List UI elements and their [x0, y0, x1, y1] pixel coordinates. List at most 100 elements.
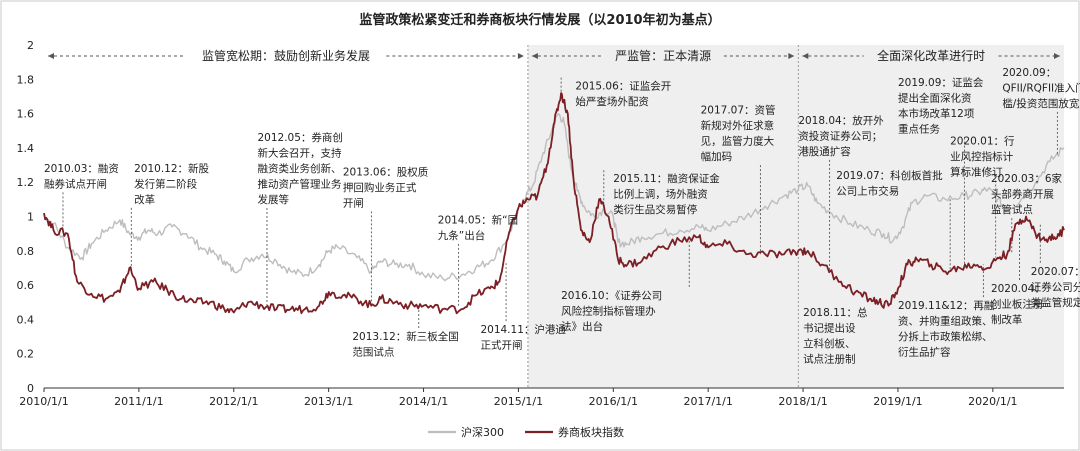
- annotation-text-1-2: 改革: [134, 193, 155, 206]
- annotation-text-15-1: 资、并购重组政策、: [898, 315, 993, 328]
- series-lines: [43, 92, 1065, 315]
- annotation-text-4-1: 九条”出台: [438, 229, 485, 242]
- x-tick-label-8: 2018/1/1: [778, 395, 827, 408]
- annotation-text-2-3: 推动资产管理业务: [257, 178, 341, 191]
- annotation-text-3-1: 押回购业务正式: [343, 181, 417, 194]
- region-arrowhead-left-1: [531, 53, 538, 59]
- annotation-text-12-2: 立科创板、: [803, 337, 856, 350]
- region-label-0: 监管宽松期：鼓励创新业务发展: [202, 48, 370, 63]
- y-tick-label-3: 0.6: [17, 279, 35, 292]
- annotation-text-15-2: 分拆上市政策松绑、: [898, 330, 993, 343]
- annotation-text-9-0: 2016.10：《证券公司: [561, 289, 662, 302]
- region-arrowhead-right-0: [517, 53, 524, 59]
- x-tick-label-9: 2019/1/1: [873, 395, 922, 408]
- annotation-text-18-2: 槛/投资范围放宽: [1002, 97, 1080, 110]
- annotation-text-20-0: 2020.04：: [991, 283, 1045, 295]
- annotation-text-16-1: 业风控指标计: [950, 150, 1013, 163]
- annotation-text-17-2: 监管试点: [991, 203, 1033, 216]
- annotation-text-0-0: 2010.03：融资: [44, 163, 119, 175]
- y-tick-label-4: 0.8: [17, 245, 35, 258]
- region-label-2: 全面深化改革进行时: [877, 48, 985, 63]
- legend-label-1: 券商板块指数: [558, 425, 624, 439]
- annotation-text-8-2: 类衍生品交易暂停: [613, 203, 697, 216]
- annotation-text-2-4: 发展等: [257, 193, 289, 206]
- y-tick-label-8: 1.6: [17, 108, 35, 121]
- annotation-text-7-0: 2015.06：证监会开: [575, 80, 671, 93]
- series-line-1: [43, 92, 1065, 315]
- annotation-text-10-1: 新规对外征求意: [701, 119, 775, 132]
- annotations: 2010.03：融资融券试点开闸2010.12：新股发行第二阶段改革2012.0…: [44, 67, 1080, 366]
- y-tick-label-6: 1.2: [17, 176, 35, 189]
- x-tick-label-2: 2012/1/1: [209, 395, 258, 408]
- annotation-text-5-0: 2013.12：新三板全国: [352, 330, 458, 343]
- y-tick-label-7: 1.4: [17, 142, 35, 155]
- annotation-text-13-1: 公司上市交易: [836, 184, 899, 197]
- annotation-text-11-1: 资投资证券公司；: [798, 129, 882, 142]
- region-arrowhead-left-2: [802, 53, 809, 59]
- region-arrowhead-left-0: [48, 53, 54, 59]
- period-regions: 监管宽松期：鼓励创新业务发展 严监管：正本清源 全面深化改革进行时: [48, 45, 1064, 388]
- series-line-0: [43, 112, 1065, 282]
- annotation-text-4-0: 2014.05：新“国: [438, 213, 518, 226]
- annotation-text-12-3: 试点注册制: [803, 352, 856, 365]
- annotation-text-20-2: 制改革: [991, 313, 1023, 326]
- annotation-text-8-0: 2015.11：融资保证金: [613, 172, 720, 185]
- y-tick-label-10: 2: [27, 39, 34, 52]
- annotation-text-20-1: 创业板注册: [991, 297, 1044, 310]
- annotation-text-13-0: 2019.07：科创板首批: [836, 169, 943, 182]
- annotation-text-2-2: 融资类业务创新、: [257, 162, 341, 175]
- annotation-text-17-0: 2020.03：6家: [991, 172, 1063, 185]
- annotation-text-19-0: 2020.07：: [1031, 266, 1080, 278]
- annotation-text-18-0: 2020.09：: [1002, 67, 1056, 79]
- annotation-text-19-2: 类监管规定: [1031, 296, 1080, 309]
- annotation-text-18-1: QFII/RQFII准入门: [1002, 81, 1080, 94]
- annotation-text-3-0: 2013.06：股权质: [343, 165, 428, 178]
- annotation-text-1-1: 发行第二阶段: [134, 177, 197, 190]
- annotation-text-3-2: 开闸: [343, 196, 364, 209]
- annotation-text-8-1: 比例上调，场外融资: [613, 188, 708, 201]
- y-tick-label-2: 0.4: [17, 313, 35, 326]
- x-tick-label-1: 2011/1/1: [114, 395, 163, 408]
- annotation-text-14-0: 2019.09：证监会: [898, 76, 984, 89]
- annotation-text-11-2: 港股通扩容: [798, 145, 851, 158]
- annotation-text-14-1: 提出全面深化资: [898, 92, 972, 105]
- x-tick-label-10: 2020/1/1: [968, 395, 1017, 408]
- annotation-text-15-0: 2019.11&12：再融: [898, 300, 995, 312]
- annotation-text-2-0: 2012.05：券商创: [257, 131, 342, 144]
- annotation-text-16-2: 算标准修订: [950, 165, 1003, 178]
- chart-title: 监管政策松紧变迁和券商板块行情发展（以2010年初为基点）: [359, 12, 720, 28]
- legend: 沪深300 券商板块指数: [428, 425, 624, 439]
- annotation-text-6-0: 2014.11：沪港通: [480, 323, 566, 336]
- annotation-text-10-0: 2017.07：资管: [701, 104, 776, 117]
- annotation-text-0-1: 融券试点开闸: [44, 177, 107, 190]
- annotation-text-16-0: 2020.01：行: [950, 134, 1015, 147]
- legend-label-0: 沪深300: [461, 425, 504, 439]
- annotation-text-1-0: 2010.12：新股: [134, 162, 209, 175]
- region-arrowhead-right-2: [1054, 53, 1060, 59]
- annotation-text-17-1: 头部券商开展: [991, 188, 1054, 201]
- annotation-text-10-3: 幅加码: [701, 150, 733, 163]
- region-label-1: 严监管：正本清源: [615, 48, 711, 63]
- annotation-15: 2019.11&12：再融资、并购重组政策、分拆上市政策松绑、衍生品扩容: [898, 264, 995, 359]
- x-tick-label-3: 2013/1/1: [304, 395, 353, 408]
- y-tick-label-5: 1: [27, 211, 34, 224]
- x-tick-label-7: 2017/1/1: [683, 395, 732, 408]
- annotation-text-12-1: 书记提出设: [803, 321, 856, 334]
